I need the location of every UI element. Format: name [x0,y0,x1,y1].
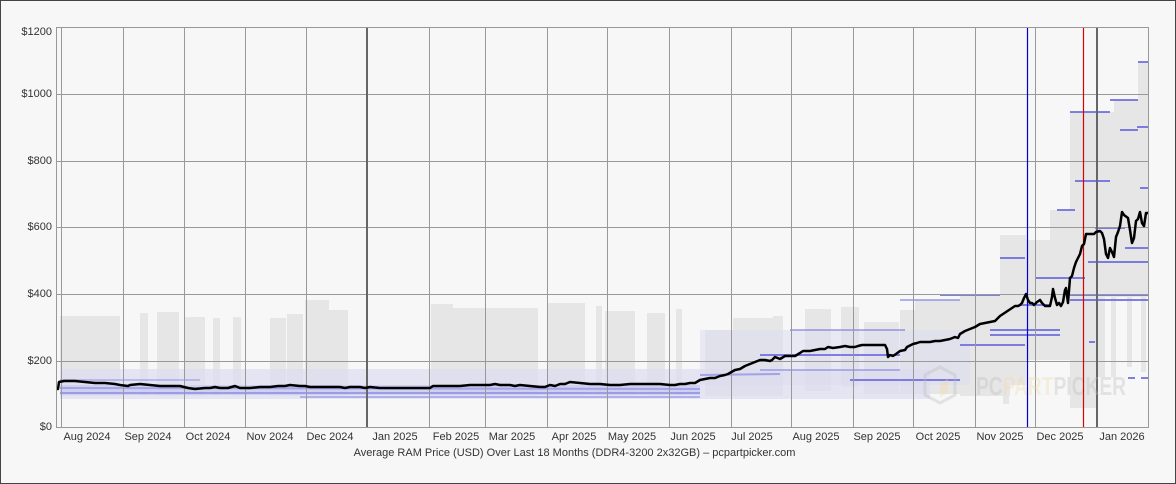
x-tick-label: Mar 2025 [488,431,536,443]
x-tick-label: Sep 2024 [124,431,172,443]
y-tick-label: $1000 [21,88,52,100]
x-tick-label: Aug 2025 [792,431,840,443]
x-tick-label: May 2025 [607,431,657,443]
x-tick-label: Apr 2025 [551,431,597,443]
x-tick-label: Oct 2025 [915,431,961,443]
x-tick-label: Jul 2025 [731,431,773,443]
svg-text:PCPARTPICKER: PCPARTPICKER [976,371,1126,401]
x-tick-label: Oct 2024 [185,431,231,443]
average-price-line [56,210,1149,391]
x-tick-label: Jan 2025 [372,431,418,443]
x-tick-label: Jan 2026 [1099,431,1145,443]
y-tick-label: $400 [27,288,52,300]
y-tick-label: $0 [39,421,52,433]
y-tick-label: $600 [27,221,52,233]
y-tick-label: $1200 [21,26,52,38]
x-tick-label: Sep 2025 [853,431,901,443]
plot-border [56,27,1149,428]
year-boundary-lines [366,27,1098,428]
pcpartpicker-watermark: PCPARTPICKER [923,365,1126,405]
x-tick-label: Dec 2025 [1036,431,1084,443]
x-tick-label: Nov 2025 [976,431,1024,443]
y-tick-label: $800 [27,155,52,167]
chart-caption: Average RAM Price (USD) Over Last 18 Mon… [353,447,796,459]
x-tick-label: Nov 2024 [246,431,294,443]
x-tick-label: Dec 2024 [306,431,354,443]
grid-lines [56,27,1149,428]
x-tick-label: Jun 2025 [670,431,716,443]
x-tick-label: Feb 2025 [432,431,480,443]
x-tick-label: Aug 2024 [63,431,111,443]
y-tick-label: $200 [27,355,52,367]
